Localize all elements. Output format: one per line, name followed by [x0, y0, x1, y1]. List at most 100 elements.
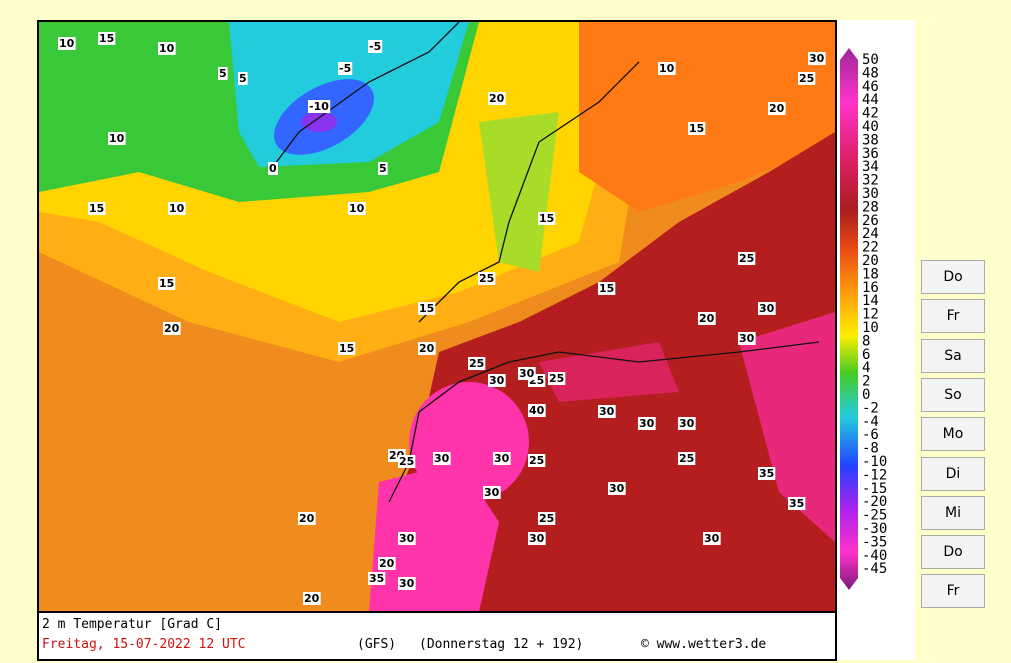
legend-label: 38: [862, 132, 879, 148]
map-label: 25: [469, 357, 484, 370]
map-label: 20: [304, 592, 320, 605]
day-button[interactable]: Di: [921, 456, 985, 491]
map-label: 5: [239, 72, 247, 85]
map-label: 20: [699, 312, 715, 325]
map-label: -5: [369, 40, 381, 53]
legend-label: -35: [862, 534, 887, 550]
map-label: 35: [759, 467, 774, 480]
legend-label: 46: [862, 79, 879, 95]
map-label-box: [168, 202, 186, 215]
map-label: 30: [679, 417, 695, 430]
legend-label: 48: [862, 65, 879, 81]
map-label: 20: [299, 512, 315, 525]
map-label-box: [158, 42, 176, 55]
map-label: 0: [269, 162, 277, 175]
map-label: 30: [739, 332, 755, 345]
day-button[interactable]: Do: [921, 260, 985, 294]
map-label-box: [398, 532, 416, 545]
legend-label: 6: [862, 347, 870, 363]
map-label: 25: [739, 252, 754, 265]
map-date: Freitag, 15-07-2022 12 UTC: [42, 637, 246, 652]
map-label-box: [488, 92, 506, 105]
map-label-box: [478, 272, 496, 285]
map-label-box: [678, 417, 696, 430]
map-label-box: [348, 202, 366, 215]
map-label-box: [368, 40, 383, 53]
map-label: 30: [494, 452, 510, 465]
legend-label: 2: [862, 374, 870, 390]
map-label-box: [483, 486, 501, 499]
legend-label: 0: [862, 387, 870, 403]
map-label: 25: [539, 512, 554, 525]
legend-label: -25: [862, 508, 887, 524]
map-label-box: [468, 357, 486, 370]
legend-bar: [840, 48, 858, 590]
map-label-box: [798, 72, 816, 85]
map-label-box: [698, 312, 716, 325]
map-label-box: [418, 342, 436, 355]
map-label: 30: [639, 417, 655, 430]
map-label-box: [808, 52, 826, 65]
legend-label: 40: [862, 119, 879, 135]
map-run: (Donnerstag 12 + 192): [419, 637, 583, 652]
map-label: 15: [539, 212, 554, 225]
legend-label: 12: [862, 307, 879, 323]
map-label-box: [768, 102, 786, 115]
legend-label: -30: [862, 521, 887, 537]
map-label-box: [788, 497, 806, 510]
legend-label: -40: [862, 548, 887, 564]
map-label: 35: [369, 572, 384, 585]
legend-label: 32: [862, 173, 879, 189]
map-label-box: [338, 342, 356, 355]
day-button[interactable]: Do: [921, 535, 985, 570]
legend-label: 44: [862, 92, 879, 108]
map-label-box: [88, 202, 106, 215]
map-label-box: [98, 32, 116, 45]
map-label: 15: [339, 342, 354, 355]
map-label: 25: [799, 72, 814, 85]
legend-label: 24: [862, 226, 879, 242]
map-label-box: [268, 162, 278, 175]
map-model: (GFS): [357, 637, 396, 652]
map-label: 30: [484, 486, 500, 499]
map: 10 15 10 5 -5 -10 -5 0 5 10 15 10 5 10 15 20 15 20 15 20 25 3…: [39, 22, 835, 652]
day-button[interactable]: Mi: [921, 495, 985, 530]
map-label-box: [298, 512, 316, 525]
day-button[interactable]: Sa: [921, 338, 985, 373]
map-label: 20: [769, 102, 785, 115]
map-label: -10: [309, 100, 329, 113]
map-label: 20: [164, 322, 180, 335]
map-label-box: [598, 282, 616, 295]
map-footer: 2 m Temperatur [Grad C] Freitag, 15-07-2…: [39, 611, 835, 652]
map-label-box: [738, 252, 756, 265]
legend-label: -4: [862, 414, 879, 430]
map-label: 10: [349, 202, 365, 215]
day-button[interactable]: Mo: [921, 417, 985, 452]
legend-label: -2: [862, 400, 879, 416]
map-label-box: [303, 592, 321, 605]
legend-label: 34: [862, 159, 879, 175]
day-button[interactable]: So: [921, 377, 985, 412]
legend-label: -15: [862, 481, 887, 497]
map-label: 10: [59, 37, 75, 50]
map-label-box: [163, 322, 181, 335]
map-label: 10: [109, 132, 125, 145]
day-button[interactable]: Fr: [921, 574, 985, 609]
map-label: 30: [809, 52, 825, 65]
legend-label: -12: [862, 467, 887, 483]
legend-label: -10: [862, 454, 887, 470]
legend-label: 42: [862, 106, 879, 122]
map-label: 20: [489, 92, 505, 105]
map-label: -5: [339, 62, 351, 75]
map-label-box: [398, 577, 416, 590]
map-label: 15: [99, 32, 114, 45]
map-label: 30: [759, 302, 775, 315]
day-button[interactable]: Fr: [921, 299, 985, 334]
map-label: 15: [419, 302, 434, 315]
map-label-box: [678, 452, 696, 465]
map-label: 30: [529, 532, 545, 545]
map-label-box: [158, 277, 176, 290]
legend-label: 22: [862, 240, 879, 256]
legend-label: 30: [862, 186, 879, 202]
map-label-box: [758, 467, 776, 480]
